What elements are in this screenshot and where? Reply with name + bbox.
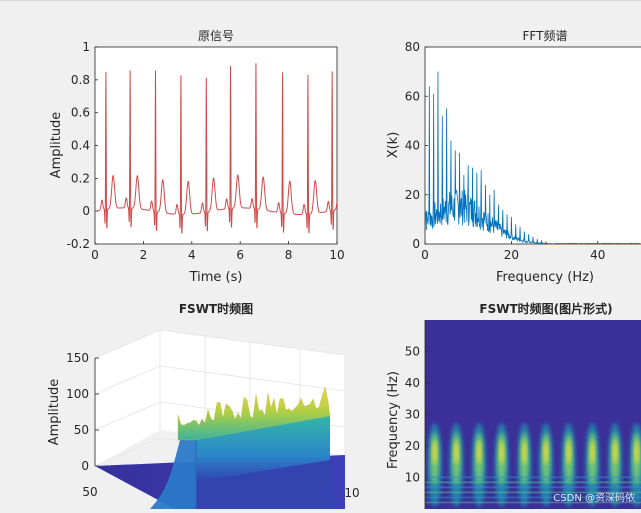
heatmap-beat-peak [432,440,438,465]
signal-ylabel: Amplitude [49,112,64,179]
signal-ticks: 0 2 4 6 8 10-0.200.20.40.60.81 [67,40,345,262]
surface-zlabel: Amplitude [47,379,62,446]
heatmap-beat-peak [499,440,505,465]
surface-title: FSWT时频图 [179,301,253,316]
signal-xtick-label: 0 [91,248,99,262]
signal-ytick-label: -0.2 [67,237,90,251]
surface-z-ticks: 0 50 100 150 [66,351,99,473]
fft-ytick-label: 60 [405,89,420,103]
fft-axes-box [424,46,641,245]
fft-ytick-label: 0 [412,237,420,251]
fft-ytick-label: 80 [405,40,420,54]
heatmap-title: FSWT时频图(图片形式) [479,301,612,316]
watermark: CSDN @资深码侬 [553,493,635,504]
surface-ztick-label: 50 [74,423,89,437]
fft-xtick-label: 20 [504,248,519,262]
signal-ytick-label: 0.8 [71,73,90,87]
fft-ylabel: X(k) [386,132,401,159]
surface-front-lower [196,460,336,509]
heatmap-beat-peak [634,440,640,465]
heatmap-low-band [425,491,641,494]
signal-xtick-label: 8 [285,248,293,262]
signal-title: 原信号 [198,29,234,43]
surface-ztick-label: 100 [66,387,89,401]
heatmap-beat-peak [589,440,595,465]
fft-xlabel: Frequency (Hz) [496,270,594,285]
heatmap-low-band [425,486,641,489]
signal-ytick-label: 1 [82,40,90,54]
heatmap-ylabel: Frequency (Hz) [386,371,401,469]
signal-xtick-label: 6 [236,248,244,262]
fft-xtick-label: 0 [421,248,429,262]
heatmap-beat-peak [521,440,527,465]
heatmap-low-band [425,501,641,504]
heatmap-ticks: 10 20 30 40 50 [405,345,428,485]
signal-axes-box [94,46,338,245]
heatmap-ytick-label: 20 [405,439,420,453]
surface-panel: FSWT时频图 0 50 100 150 Amplitude 50 10 [47,301,360,509]
fft-title: FFT频谱 [523,29,568,43]
heatmap-beat-peak [612,440,618,465]
fft-ticks: 0 20 40 0 20 40 60 80 [405,40,606,262]
heatmap-panel: FSWT时频图(图片形式) 10 20 30 40 50 Frequency (Hz) [386,301,641,509]
surface-time-tick: 10 [344,486,359,500]
heatmap-ytick-label: 50 [405,345,420,359]
heatmap-beat-peak [566,440,572,465]
signal-xtick-label: 10 [329,248,344,262]
window-top-border [0,0,641,1]
heatmap-ytick-label: 10 [405,471,420,485]
fft-ytick-label: 40 [405,139,420,153]
heatmap-beat-peak [453,440,459,465]
heatmap-beat-peak [543,440,549,465]
signal-xlabel: Time (s) [189,270,243,285]
heatmap-low-band [425,496,641,499]
heatmap-low-band [425,481,641,484]
heatmap-beat-peak [476,440,482,465]
heatmap-low-band [425,476,641,479]
surface-ztick-label: 150 [66,351,89,365]
signal-ytick-label: 0.2 [71,171,90,185]
fft-xtick-label: 40 [590,248,605,262]
heatmap-ytick-label: 40 [405,376,420,390]
signal-ytick-label: 0 [82,204,90,218]
fft-panel: FFT频谱 Frequency (Hz) X(k) 0 20 40 0 20 40 60 80 [386,29,641,285]
surface-ridge-rise [150,432,196,509]
signal-ytick-label: 0.4 [71,139,90,153]
surface-top-band [177,386,331,441]
surface-ztick-label: 0 [81,459,89,473]
fft-series-line [425,71,641,244]
surface-freq-tick: 50 [82,485,97,499]
heatmap-energy [425,422,641,507]
heatmap-ytick-label: 30 [405,408,420,422]
signal-series-line [95,63,337,234]
signal-panel: 原信号 Time (s) Amplitude 0 2 4 6 8 10-0.200.20.… [49,29,345,285]
signal-ytick-label: 0.6 [71,106,90,120]
fft-ytick-label: 20 [405,188,420,202]
signal-xtick-label: 4 [188,248,196,262]
signal-xtick-label: 2 [140,248,148,262]
